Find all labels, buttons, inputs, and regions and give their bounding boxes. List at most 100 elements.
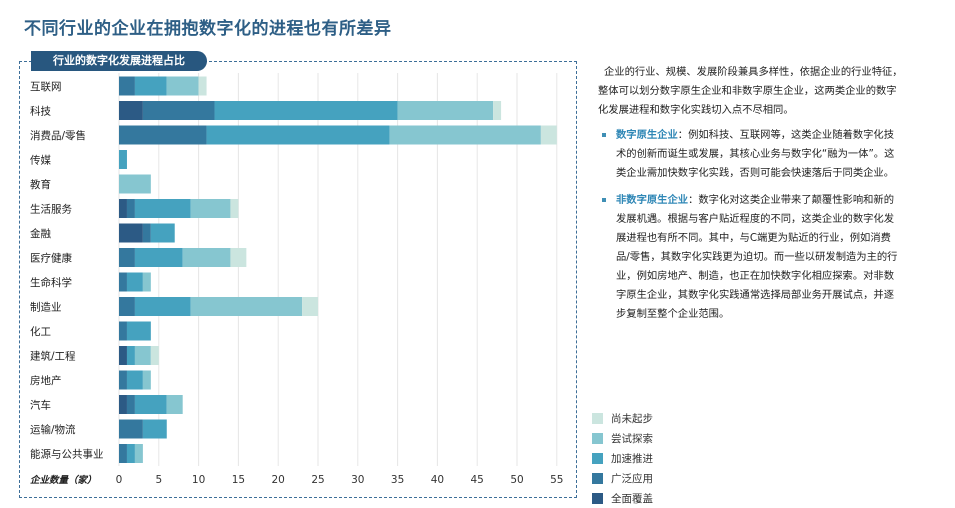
bar-segment xyxy=(126,272,143,292)
category-label: 能源与公共事业 xyxy=(30,448,104,461)
bullet-text: ：例如科技、互联网等，这类企业随着数字化技术的创新而诞生或发展，其核心业务与数字… xyxy=(616,129,895,179)
bar-segment xyxy=(119,223,143,243)
legend-label: 全面覆盖 xyxy=(611,492,653,505)
bar-segment xyxy=(126,346,135,365)
bar-segment xyxy=(119,150,127,169)
category-label: 汽车 xyxy=(30,399,51,412)
chart-legend: 尚未起步 尝试探索 加速推进 广泛应用 全面覆盖 xyxy=(592,408,653,508)
bullet-text: ：数字化对这类企业带来了颠覆性影响和新的发展机遇。根据与客户贴近程度的不同，这类… xyxy=(616,194,898,320)
category-label: 化工 xyxy=(30,325,51,338)
bar-segment xyxy=(134,199,191,218)
bar-segment xyxy=(166,395,183,414)
bar-segment xyxy=(166,76,199,96)
bullet-non-digital-native: 非数字原生企业：数字化对这类企业带来了颠覆性影响和新的发展机遇。根据与客户贴近程… xyxy=(598,191,903,324)
bar-segment xyxy=(142,272,151,292)
bar-segment xyxy=(119,248,135,267)
bar-segment xyxy=(119,272,127,292)
bar-segment xyxy=(134,395,167,414)
chart-tab-label: 行业的数字化发展进程占比 xyxy=(31,51,207,71)
bar-segment xyxy=(119,370,127,390)
bar-segment xyxy=(190,297,303,316)
x-tick-label: 5 xyxy=(155,474,162,486)
bar-segment xyxy=(119,444,127,463)
bar-segment xyxy=(119,125,207,145)
bar-segment xyxy=(126,199,135,218)
bar-segment xyxy=(190,199,231,218)
bar-segment xyxy=(119,199,127,218)
bar-segment xyxy=(142,101,215,120)
bullet-keyword: 数字原生企业 xyxy=(616,129,678,141)
bar-segment xyxy=(142,370,151,390)
bar-segment xyxy=(119,395,127,414)
bar-segment xyxy=(119,297,135,316)
bar-segment xyxy=(119,321,127,341)
legend-label: 尝试探索 xyxy=(611,432,653,445)
x-tick-label: 55 xyxy=(550,474,563,486)
legend-item: 全面覆盖 xyxy=(592,488,653,508)
bar-segment xyxy=(119,419,143,439)
x-axis-title: 企业数量（家） xyxy=(30,474,97,486)
category-label: 房地产 xyxy=(30,374,62,387)
bar-segment xyxy=(214,101,398,120)
x-tick-label: 10 xyxy=(192,474,205,486)
x-tick-label: 20 xyxy=(272,474,285,486)
x-tick-label: 40 xyxy=(431,474,444,486)
bullet-keyword: 非数字原生企业 xyxy=(616,194,689,206)
legend-item: 加速推进 xyxy=(592,448,653,468)
category-label: 传媒 xyxy=(30,154,51,167)
legend-item: 尚未起步 xyxy=(592,408,653,428)
x-tick-label: 25 xyxy=(311,474,324,486)
x-tick-label: 35 xyxy=(391,474,404,486)
bar-segment xyxy=(150,346,159,365)
bar-segment xyxy=(397,101,494,120)
side-description: 企业的行业、规模、发展阶段兼具多样性，依据企业的行业特征，整体可以划分数字原生企… xyxy=(598,63,903,332)
category-label: 建筑/工程 xyxy=(30,350,76,363)
bullet-square-icon xyxy=(602,198,606,202)
x-tick-label: 30 xyxy=(351,474,364,486)
bar-segment xyxy=(389,125,541,145)
bar-segment xyxy=(119,76,135,96)
bar-segment xyxy=(540,125,557,145)
bar-segment xyxy=(134,444,143,463)
category-label: 科技 xyxy=(30,105,51,118)
legend-swatch xyxy=(592,412,603,424)
legend-label: 加速推进 xyxy=(611,452,653,465)
legend-swatch xyxy=(592,472,603,484)
bar-segment xyxy=(126,370,143,390)
legend-label: 尚未起步 xyxy=(611,412,653,425)
category-label: 消费品/零售 xyxy=(30,129,86,142)
bar-segment xyxy=(206,125,390,145)
x-tick-label: 15 xyxy=(232,474,245,486)
bar-segment xyxy=(119,101,143,120)
bar-segment xyxy=(134,76,167,96)
category-label: 生活服务 xyxy=(30,203,72,216)
bar-segment xyxy=(126,395,135,414)
legend-swatch xyxy=(592,492,603,504)
legend-item: 广泛应用 xyxy=(592,468,653,488)
legend-item: 尝试探索 xyxy=(592,428,653,448)
category-label: 教育 xyxy=(30,178,51,191)
category-label: 运输/物流 xyxy=(30,423,76,436)
side-intro-paragraph: 企业的行业、规模、发展阶段兼具多样性，依据企业的行业特征，整体可以划分数字原生企… xyxy=(598,66,903,116)
bar-segment xyxy=(134,346,151,365)
x-tick-label: 0 xyxy=(116,474,123,486)
bar-segment xyxy=(134,297,191,316)
bullet-square-icon xyxy=(602,133,606,137)
bar-segment xyxy=(142,223,151,243)
category-label: 金融 xyxy=(30,227,51,240)
bar-segment xyxy=(302,297,318,316)
page-title: 不同行业的企业在拥抱数字化的进程也有所差异 xyxy=(24,19,392,39)
bar-segment xyxy=(126,444,135,463)
bar-segment xyxy=(182,248,231,267)
bar-segment xyxy=(126,321,151,341)
category-label: 互联网 xyxy=(30,81,62,93)
legend-swatch xyxy=(592,452,603,464)
bar-segment xyxy=(119,346,127,365)
legend-swatch xyxy=(592,432,603,444)
bar-segment xyxy=(198,76,207,96)
category-label: 制造业 xyxy=(30,301,62,314)
chart-frame xyxy=(19,61,577,498)
bar-segment xyxy=(150,223,175,243)
x-tick-label: 50 xyxy=(510,474,523,486)
